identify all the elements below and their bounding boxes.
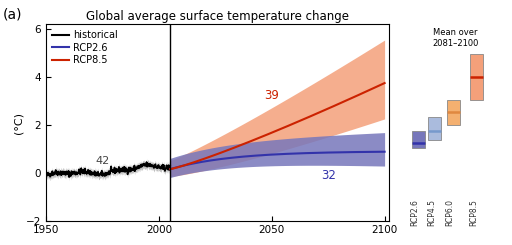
Text: RCP6.0: RCP6.0: [445, 199, 455, 226]
Text: (a): (a): [3, 7, 22, 21]
Text: Mean over
2081–2100: Mean over 2081–2100: [433, 28, 479, 48]
Title: Global average surface temperature change: Global average surface temperature chang…: [86, 10, 349, 23]
Text: RCP8.5: RCP8.5: [469, 199, 478, 226]
Y-axis label: (°C): (°C): [13, 111, 23, 134]
Text: 39: 39: [264, 89, 279, 102]
Text: 32: 32: [321, 169, 336, 182]
Bar: [470, 54, 483, 100]
Legend: historical, RCP2.6, RCP8.5: historical, RCP2.6, RCP8.5: [51, 29, 119, 66]
Bar: [447, 100, 460, 125]
Bar: [429, 117, 441, 140]
Text: RCP2.6: RCP2.6: [411, 199, 420, 226]
Text: RCP4.5: RCP4.5: [427, 199, 436, 226]
Bar: [412, 131, 425, 148]
Text: 42: 42: [95, 156, 110, 166]
